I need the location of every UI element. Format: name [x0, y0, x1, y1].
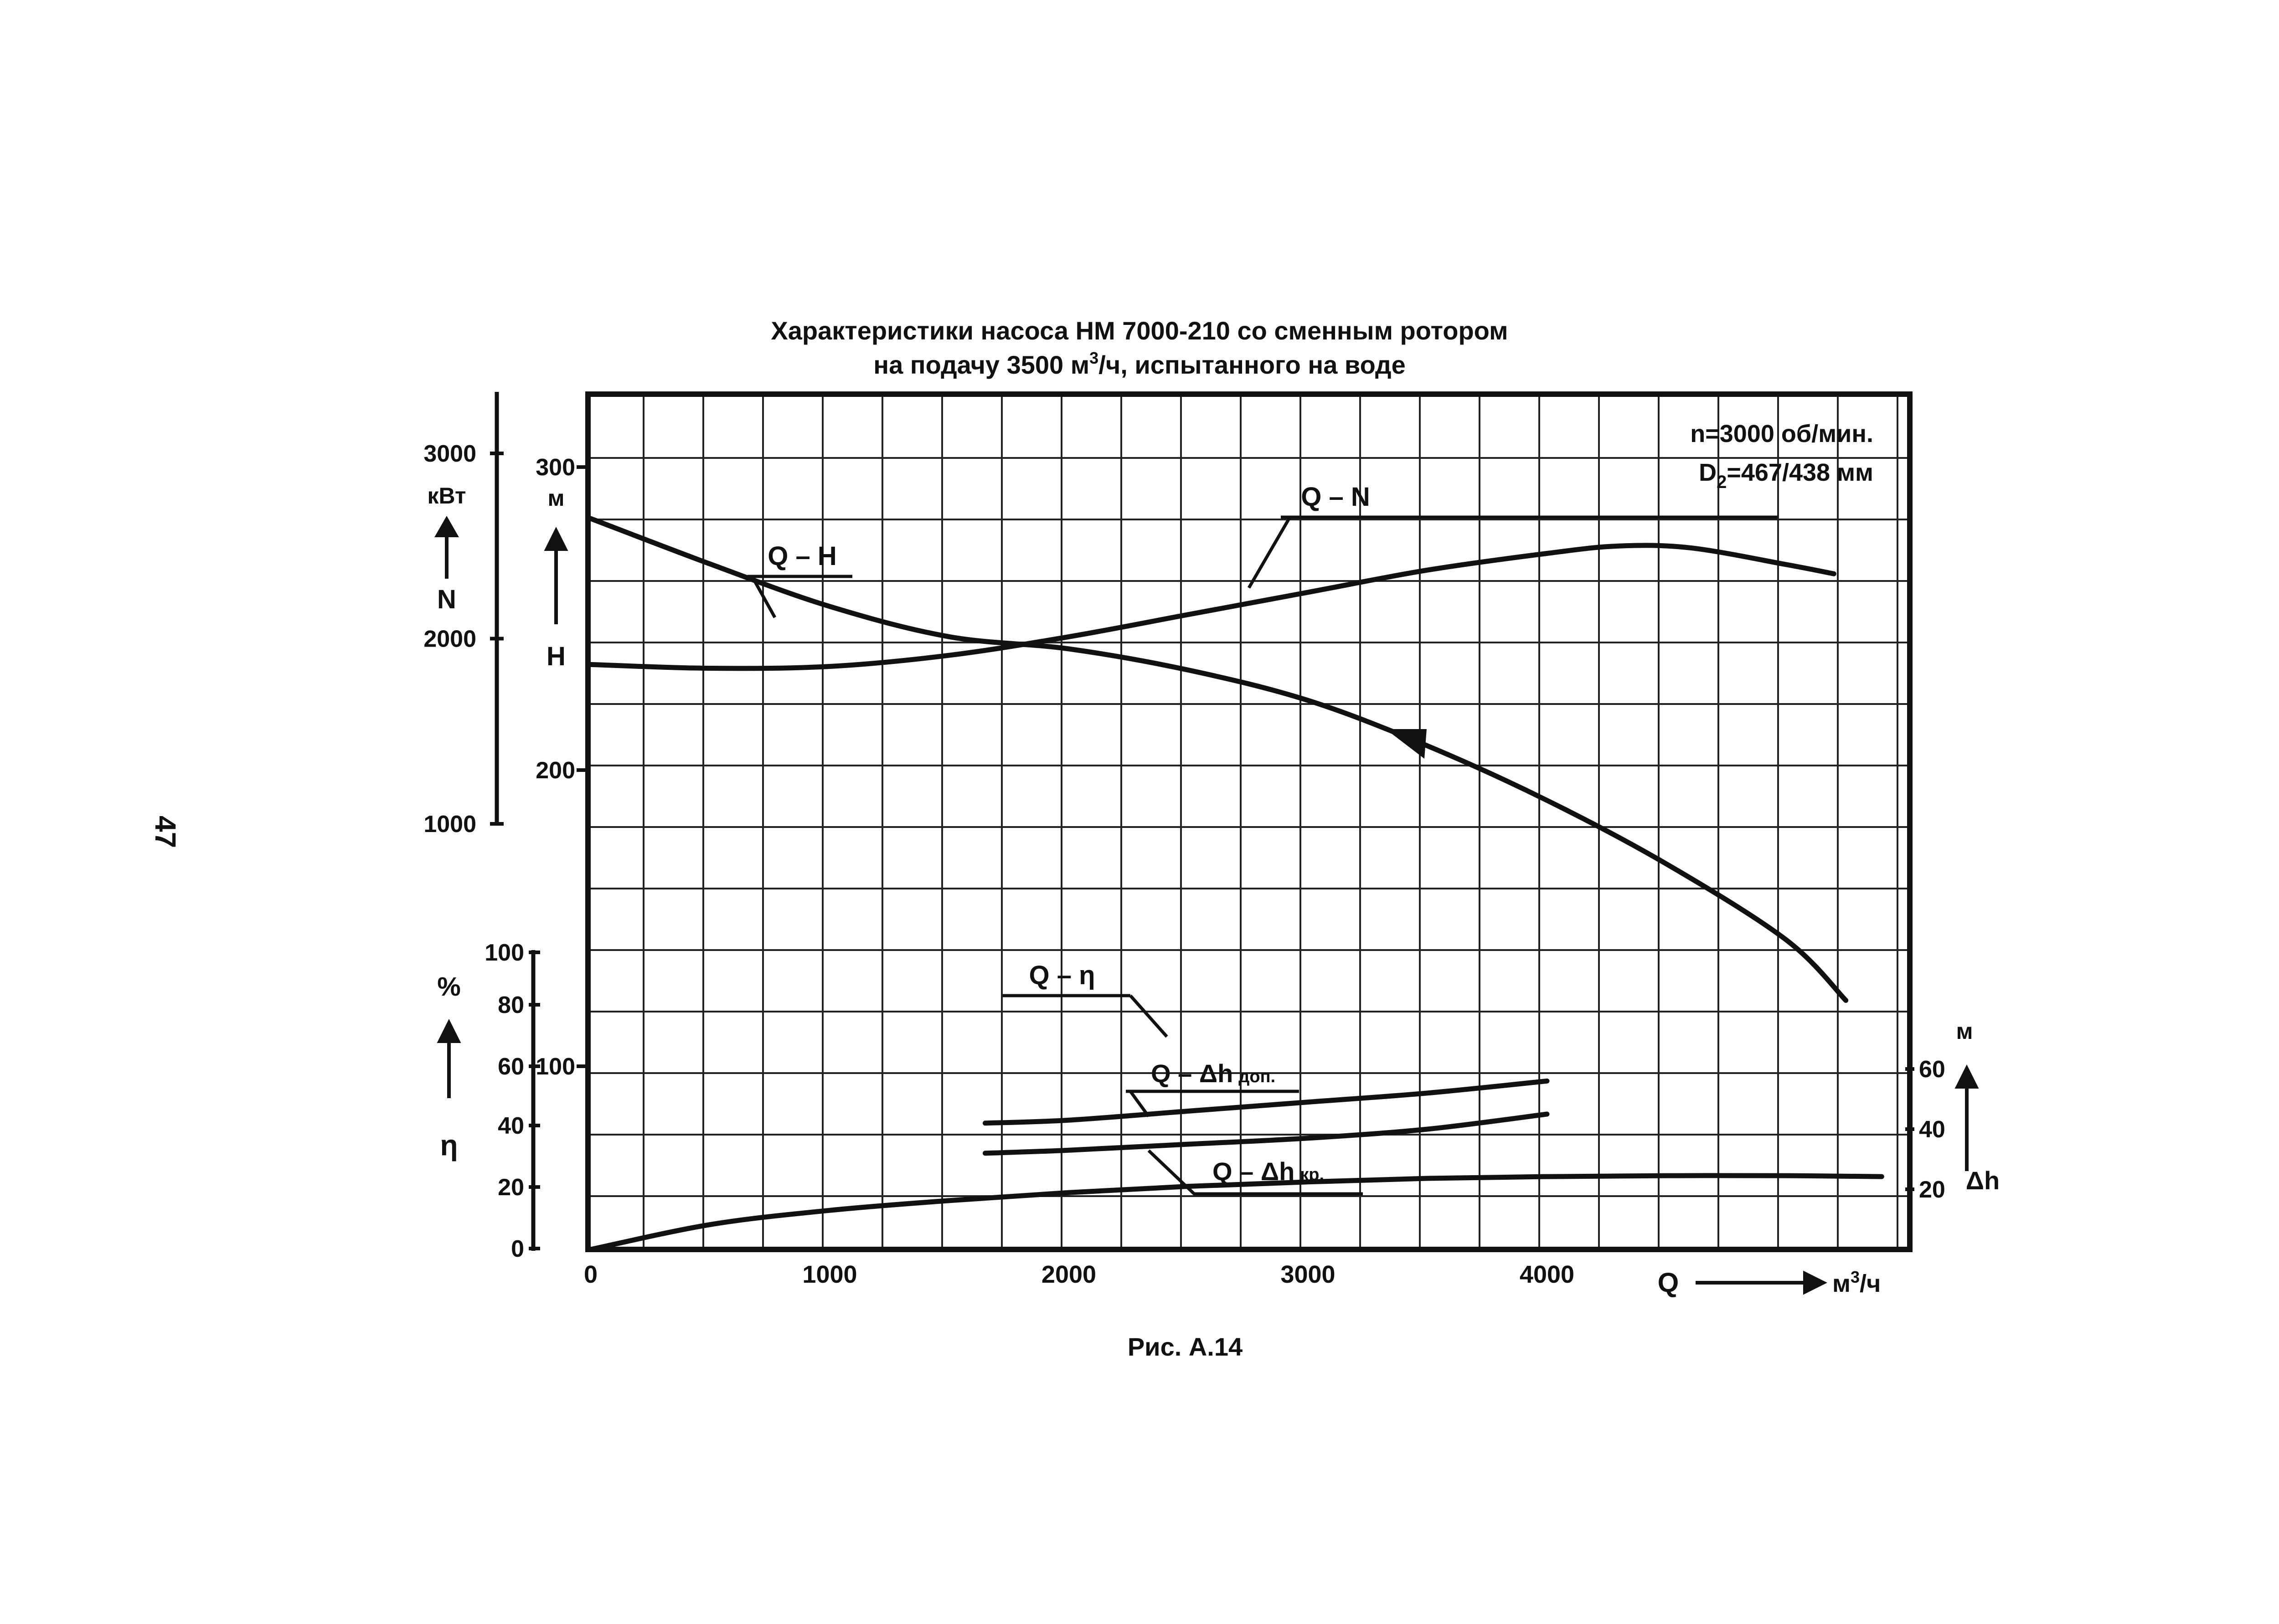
axis-eta-tick-label: 0	[511, 1236, 524, 1262]
axis-x-tick-label: 2000	[1042, 1261, 1096, 1288]
label-QH-leader	[748, 575, 852, 618]
axis-x-unit: м3/ч	[1832, 1268, 1881, 1297]
x-unit-post: /ч	[1860, 1270, 1881, 1297]
axis-x-tick-label: 0	[584, 1261, 598, 1288]
axis-x-tick-label: 1000	[802, 1261, 857, 1288]
axis-x-arrow	[1696, 1270, 1827, 1295]
axis-N-tick-label: 3000	[423, 441, 476, 467]
curves	[588, 516, 1884, 1252]
axis-H-unit: м	[548, 485, 565, 511]
axis-eta: 100 80 60 40 20 0	[485, 940, 540, 1262]
label-Qdh-dop-leader	[1126, 1090, 1299, 1118]
chart-title-line1: Характеристики насоса НМ 7000-210 со сме…	[771, 316, 1508, 345]
axis-dh-symbol: Δh	[1966, 1166, 2000, 1195]
label-QN-leader	[1247, 515, 1778, 589]
axis-x-symbol: Q	[1658, 1267, 1679, 1298]
axis-eta-tick-label: 40	[498, 1113, 524, 1139]
axis-eta-tick-label: 100	[485, 940, 524, 966]
label-Qdh-kr-text: Q – Δh кр.	[1212, 1157, 1324, 1186]
param-diameter: D2=467/438 мм	[1699, 459, 1873, 492]
series-line-0	[588, 516, 1849, 1003]
axis-N-arrow	[434, 515, 459, 579]
title-line2-pre: на подачу 3500 м	[873, 350, 1089, 379]
axis-H: 300 200 100	[536, 454, 590, 1080]
series-line-4	[982, 1111, 1550, 1156]
param-d-main: D	[1699, 459, 1717, 486]
title-line2-post: /ч, испытанного на воде	[1098, 350, 1406, 379]
label-Qdh-kr-leader	[1147, 1149, 1363, 1196]
series-line-1	[588, 543, 1836, 671]
chart-title-line2: на подачу 3500 м3/ч, испытанного на воде	[873, 349, 1406, 379]
series-line-3	[982, 1078, 1550, 1126]
label-QH: Q – H	[748, 541, 852, 618]
param-d-rest: =467/438 мм	[1727, 459, 1873, 486]
grid	[588, 394, 1910, 1249]
axis-eta-tick-label: 80	[498, 992, 524, 1018]
axis-dh-unit: м	[1956, 1018, 1973, 1044]
param-d-sub: 2	[1717, 472, 1727, 492]
axis-dh-tick-label: 40	[1919, 1116, 1945, 1143]
axis-dh-tick-label: 60	[1919, 1056, 1945, 1083]
label-Qeta: Q – η	[1003, 961, 1168, 1038]
axis-x-tick-label: 4000	[1520, 1261, 1574, 1288]
axis-H-tick-label: 200	[536, 757, 575, 784]
operating-point-marker	[1386, 729, 1427, 759]
axis-H-tick-label: 100	[536, 1054, 575, 1080]
title-line2-sup: 3	[1089, 349, 1098, 367]
axis-x-tick-label: 3000	[1280, 1261, 1335, 1288]
axis-eta-tick-label: 60	[498, 1054, 524, 1080]
axis-N: 3000 2000 1000	[423, 392, 504, 838]
label-Qdh-kr: Q – Δh кр.	[1147, 1149, 1363, 1196]
axis-N-tick-label: 2000	[423, 626, 476, 653]
axis-dh-tick-label: 20	[1919, 1177, 1945, 1203]
label-Qdh-dop-sub: доп.	[1238, 1067, 1275, 1086]
param-speed: n=3000 об/мин.	[1690, 420, 1873, 447]
axis-H-arrow	[544, 527, 568, 624]
x-unit-pre: м	[1832, 1270, 1851, 1297]
axis-H-symbol: H	[547, 642, 566, 671]
axis-eta-tick-label: 20	[498, 1174, 524, 1201]
label-Qdh-dop-text: Q – Δh доп.	[1151, 1059, 1275, 1088]
label-Qdh-dop-main: Q – Δh	[1151, 1059, 1233, 1088]
x-unit-sup: 3	[1851, 1268, 1860, 1286]
axis-N-symbol: N	[437, 585, 456, 614]
series-line-2	[588, 1173, 1884, 1252]
axis-eta-unit: %	[437, 972, 461, 1002]
axis-H-tick-label: 300	[536, 454, 575, 481]
plot-frame	[585, 391, 1913, 1252]
axis-eta-arrow	[437, 1019, 461, 1098]
axis-x: 0 1000 2000 3000 4000	[584, 1261, 1574, 1288]
label-QH-text: Q – H	[768, 541, 837, 571]
axis-dh-arrow	[1954, 1064, 1979, 1171]
axis-eta-symbol: η	[440, 1129, 458, 1161]
label-Qdh-dop: Q – Δh доп.	[1126, 1059, 1299, 1118]
axis-N-unit: кВт	[428, 483, 466, 509]
label-Qeta-leader	[1003, 994, 1168, 1038]
label-QN-text: Q – N	[1301, 482, 1370, 512]
axis-N-tick-label: 1000	[423, 811, 476, 838]
label-QN: Q – N	[1247, 482, 1778, 589]
label-Qeta-text: Q – η	[1029, 961, 1095, 990]
label-Qdh-kr-main: Q – Δh	[1212, 1157, 1294, 1186]
axis-dh: 60 40 20	[1905, 1056, 1945, 1203]
label-Qdh-kr-sub: кр.	[1300, 1165, 1324, 1184]
figure-caption: Рис. А.14	[1128, 1332, 1243, 1361]
